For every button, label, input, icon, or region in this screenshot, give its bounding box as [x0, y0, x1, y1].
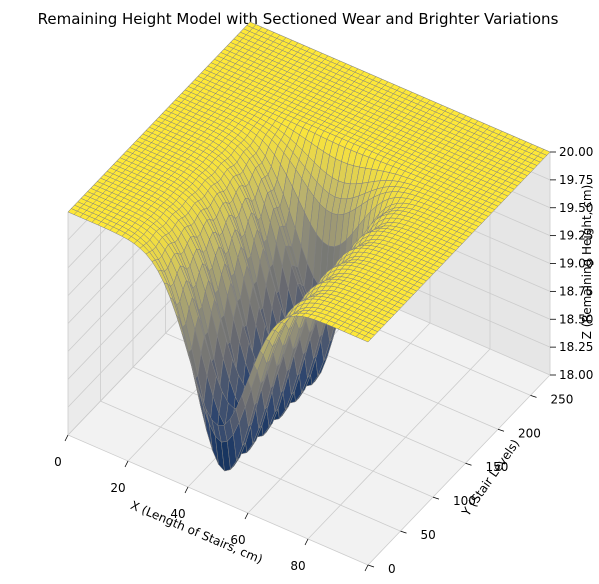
y-tick-label: 150 — [486, 460, 509, 474]
y-tick-label: 0 — [388, 562, 396, 576]
y-tick-mark — [497, 428, 505, 432]
y-tick-mark — [400, 530, 407, 534]
y-axis-ticks: 0 50 100 150 200 250 — [367, 392, 574, 576]
x-tick-mark — [244, 512, 249, 520]
surface-facet — [361, 335, 372, 343]
surface-mesh — [67, 21, 551, 472]
z-tick-label: 18.00 — [559, 368, 593, 382]
z-tick-label: 18.25 — [559, 340, 593, 354]
z-axis-label: Z (Remaining Height, cm) — [580, 185, 594, 340]
x-tick-mark — [364, 564, 369, 572]
z-tick-label: 19.50 — [559, 201, 593, 215]
y-tick-mark — [432, 496, 440, 500]
x-axis-ticks: 020406080100 — [54, 434, 369, 573]
y-tick-label: 200 — [518, 426, 541, 440]
x-tick-mark — [124, 460, 129, 468]
z-tick-label: 19.25 — [559, 229, 593, 243]
x-tick-mark — [184, 486, 189, 494]
y-tick-label: 100 — [453, 494, 476, 508]
z-axis-ticks: 18.00 18.25 18.50 18.75 19.00 19.25 19.50 19.75… — [550, 145, 593, 382]
y-tick-mark — [465, 462, 472, 466]
x-tick-mark — [304, 538, 309, 546]
x-tick-label: 80 — [290, 559, 305, 573]
y-tick-label: 250 — [551, 392, 574, 406]
y-tick-mark — [367, 564, 375, 568]
x-tick-label: 60 — [230, 533, 245, 547]
z-tick-label: 18.75 — [559, 284, 593, 298]
x-tick-mark — [64, 434, 69, 442]
z-tick-label: 18.50 — [559, 312, 593, 326]
y-tick-mark — [530, 394, 537, 398]
z-tick-label: 19.00 — [559, 257, 593, 271]
z-tick-label: 20.00 — [559, 145, 593, 159]
z-tick-label: 19.75 — [559, 173, 593, 187]
x-tick-label: 40 — [170, 507, 185, 521]
chart-title: Remaining Height Model with Sectioned We… — [38, 10, 559, 28]
x-tick-label: 20 — [110, 481, 125, 495]
x-tick-label: 0 — [54, 455, 62, 469]
y-tick-label: 50 — [421, 528, 436, 542]
